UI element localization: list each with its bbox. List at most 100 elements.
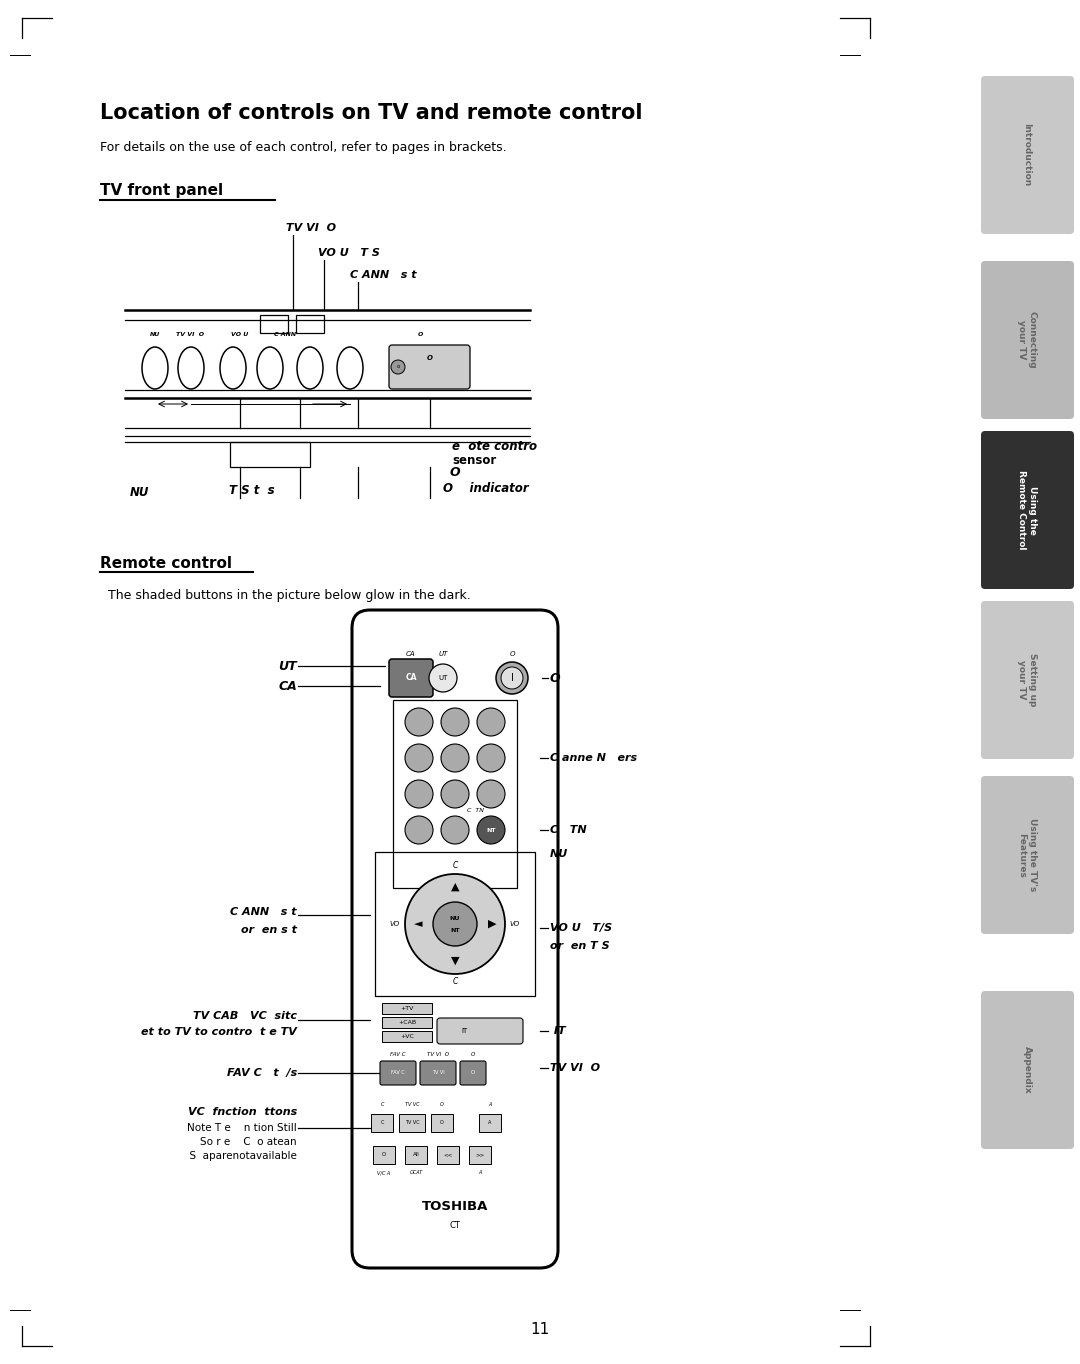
Text: CA: CA xyxy=(406,651,416,657)
Text: +CAB: +CAB xyxy=(397,1020,416,1026)
Text: O: O xyxy=(471,1053,475,1057)
Circle shape xyxy=(441,816,469,844)
FancyBboxPatch shape xyxy=(981,261,1074,419)
Text: A: A xyxy=(488,1102,491,1108)
Text: UT: UT xyxy=(438,651,448,657)
Text: NU: NU xyxy=(449,915,460,921)
Text: O: O xyxy=(440,1102,444,1108)
Bar xyxy=(372,1114,393,1132)
Text: Appendix: Appendix xyxy=(1023,1046,1031,1094)
Bar xyxy=(431,1114,453,1132)
Text: A: A xyxy=(478,1170,482,1176)
Text: TV VI  O: TV VI O xyxy=(427,1053,449,1057)
Text: TV VI  O: TV VI O xyxy=(550,1063,600,1073)
Bar xyxy=(382,1031,432,1042)
Text: TV VI  O: TV VI O xyxy=(286,222,336,233)
Text: CT: CT xyxy=(449,1221,460,1229)
Text: or  en s t: or en s t xyxy=(241,925,297,934)
Text: TV VC: TV VC xyxy=(405,1102,419,1108)
Text: +TV: +TV xyxy=(401,1007,414,1012)
FancyBboxPatch shape xyxy=(981,76,1074,235)
Text: O: O xyxy=(417,333,422,337)
Text: UT: UT xyxy=(279,660,297,672)
Text: NT: NT xyxy=(450,928,460,933)
Text: VO: VO xyxy=(510,921,521,928)
Text: T S t  s: T S t s xyxy=(229,484,274,498)
FancyBboxPatch shape xyxy=(389,659,433,697)
Text: I: I xyxy=(511,672,513,683)
Text: C ANN: C ANN xyxy=(274,333,296,337)
Ellipse shape xyxy=(141,346,168,389)
FancyBboxPatch shape xyxy=(389,345,470,389)
Circle shape xyxy=(441,780,469,807)
Bar xyxy=(373,1146,395,1163)
Bar xyxy=(437,1146,459,1163)
Text: FAV C: FAV C xyxy=(390,1053,406,1057)
FancyBboxPatch shape xyxy=(460,1061,486,1084)
FancyBboxPatch shape xyxy=(981,431,1074,589)
FancyBboxPatch shape xyxy=(380,1061,416,1084)
Text: So r e    C  o atean: So r e C o atean xyxy=(201,1138,297,1147)
Circle shape xyxy=(477,708,505,737)
Text: O    indicator: O indicator xyxy=(443,481,528,495)
Bar xyxy=(296,315,324,333)
Ellipse shape xyxy=(337,346,363,389)
Bar xyxy=(393,700,517,888)
Text: O: O xyxy=(441,1120,444,1125)
Text: IT: IT xyxy=(550,1026,566,1037)
Text: Using the
Remote Control: Using the Remote Control xyxy=(1017,471,1037,550)
FancyBboxPatch shape xyxy=(352,610,558,1269)
Text: C   TN: C TN xyxy=(550,825,586,835)
Text: A: A xyxy=(488,1120,491,1125)
Text: O: O xyxy=(382,1153,387,1158)
Text: VO U   T S: VO U T S xyxy=(318,248,380,258)
Text: <<: << xyxy=(444,1153,453,1158)
Text: ▼: ▼ xyxy=(450,956,459,966)
Text: et to TV to contro  t e TV: et to TV to contro t e TV xyxy=(141,1027,297,1037)
Ellipse shape xyxy=(297,346,323,389)
FancyBboxPatch shape xyxy=(420,1061,456,1084)
Text: Introduction: Introduction xyxy=(1023,123,1031,187)
Text: All: All xyxy=(413,1153,419,1158)
Bar xyxy=(382,1018,432,1028)
Text: ◄: ◄ xyxy=(414,919,422,929)
Bar xyxy=(375,852,535,996)
Circle shape xyxy=(441,708,469,737)
Text: FAV C   t  /s: FAV C t /s xyxy=(227,1068,297,1078)
Text: o: o xyxy=(396,364,400,370)
Text: NU: NU xyxy=(550,848,568,859)
Text: Using the TV's
Features: Using the TV's Features xyxy=(1017,818,1037,892)
Text: TV VI: TV VI xyxy=(432,1071,444,1075)
FancyBboxPatch shape xyxy=(981,776,1074,934)
Text: VO: VO xyxy=(390,921,400,928)
FancyBboxPatch shape xyxy=(981,992,1074,1148)
Bar xyxy=(230,442,310,466)
Text: Remote control: Remote control xyxy=(100,555,232,570)
Ellipse shape xyxy=(178,346,204,389)
Text: V/C A: V/C A xyxy=(377,1170,391,1176)
Text: O: O xyxy=(450,466,461,480)
Text: Setting up
your TV: Setting up your TV xyxy=(1017,653,1037,707)
Text: NU: NU xyxy=(130,487,149,499)
Circle shape xyxy=(477,743,505,772)
Circle shape xyxy=(405,816,433,844)
Circle shape xyxy=(441,743,469,772)
Text: The shaded buttons in the picture below glow in the dark.: The shaded buttons in the picture below … xyxy=(100,588,471,602)
Text: ▶: ▶ xyxy=(488,919,496,929)
Text: e  ote contro: e ote contro xyxy=(453,439,537,453)
Text: TV VC: TV VC xyxy=(405,1120,419,1125)
Ellipse shape xyxy=(257,346,283,389)
Text: or  en T S: or en T S xyxy=(550,941,609,951)
Bar xyxy=(405,1146,427,1163)
Text: 11: 11 xyxy=(530,1323,550,1338)
Text: >>: >> xyxy=(475,1153,485,1158)
Text: Connecting
your TV: Connecting your TV xyxy=(1017,311,1037,368)
Circle shape xyxy=(477,780,505,807)
Text: +VC: +VC xyxy=(400,1034,414,1039)
Text: C: C xyxy=(453,978,458,986)
Text: NU: NU xyxy=(150,333,160,337)
Text: ▲: ▲ xyxy=(450,883,459,892)
FancyBboxPatch shape xyxy=(981,602,1074,758)
Ellipse shape xyxy=(220,346,246,389)
Bar xyxy=(469,1146,491,1163)
